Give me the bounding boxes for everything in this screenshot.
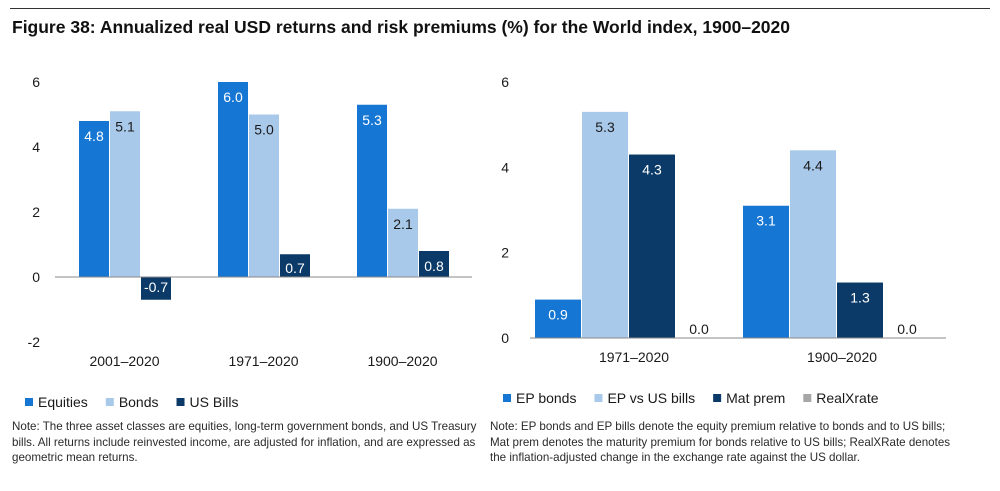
y-tick-label: 6 — [32, 74, 40, 90]
legend-label: RealXrate — [816, 390, 878, 406]
y-tick-label: 6 — [501, 74, 509, 90]
y-tick-label: 4 — [32, 139, 40, 155]
data-label: 6.0 — [223, 89, 243, 105]
legend-swatch — [594, 394, 603, 402]
data-label: 0.8 — [424, 258, 444, 274]
left-bar-chart: -2 0 2 4 6 4.8 5.1 -0.7 2001–2020 6.0 5.0 0.7 1971–2… — [25, 74, 472, 410]
legend-label: EP bonds — [516, 390, 576, 406]
y-tick-label: 2 — [32, 204, 40, 220]
legend-label: Mat prem — [726, 390, 785, 406]
y-tick-label: 2 — [501, 245, 509, 261]
category-label: 1900–2020 — [807, 349, 877, 365]
data-label: -0.7 — [144, 279, 168, 295]
right-bar-chart: 0 2 4 6 0.9 5.3 4.3 0.0 1971–2020 3.1 4.4 1.3 0.0 190… — [501, 74, 946, 406]
bar-bonds — [110, 111, 140, 277]
category-label: 1971–2020 — [228, 353, 298, 369]
legend-swatch — [713, 394, 722, 402]
note-right: Note: EP bonds and EP bills denote the e… — [490, 420, 951, 464]
y-tick-label: 0 — [32, 269, 40, 285]
data-label: 3.1 — [756, 213, 776, 229]
data-label: 0.9 — [548, 307, 568, 323]
bar-equities — [79, 121, 109, 277]
data-label: 0.0 — [897, 321, 917, 337]
legend-label: US Bills — [190, 394, 239, 410]
category-label: 1900–2020 — [367, 353, 437, 369]
legend-swatch — [803, 394, 812, 402]
legend-swatch — [25, 398, 33, 406]
data-label: 1.3 — [850, 290, 870, 306]
legend-swatch — [176, 398, 185, 406]
legend-swatch — [105, 398, 114, 406]
data-label: 5.0 — [254, 122, 274, 138]
y-tick-label: 0 — [501, 330, 509, 346]
data-label: 4.8 — [84, 128, 104, 144]
data-label: 4.4 — [803, 157, 823, 173]
y-tick-label: -2 — [28, 334, 41, 350]
bar-us-bills — [280, 254, 310, 277]
bar-bonds — [249, 114, 279, 277]
bar-equities — [218, 82, 248, 277]
y-tick-label: 4 — [501, 159, 509, 175]
bar-equities — [357, 104, 387, 277]
bar-ep-bonds — [535, 299, 581, 338]
data-label: 5.3 — [362, 112, 382, 128]
figure-title: Figure 38: Annualized real USD returns a… — [12, 17, 790, 37]
bar-us-bills — [141, 277, 171, 300]
data-label: 2.1 — [393, 216, 413, 232]
data-label: 5.1 — [115, 118, 135, 134]
legend-label: Equities — [38, 394, 88, 410]
bar-us-bills — [419, 251, 449, 277]
data-label: 5.3 — [595, 119, 615, 135]
bar-mat-prem — [629, 154, 675, 338]
category-label: 1971–2020 — [599, 349, 669, 365]
note-left: Note: The three asset classes are equiti… — [12, 420, 477, 464]
bar-ep-bonds — [743, 205, 789, 338]
bar-ep-vs-us-bills — [790, 150, 836, 338]
legend-label: Bonds — [119, 394, 159, 410]
bar-bonds — [388, 208, 418, 277]
legend-swatch — [503, 394, 511, 402]
legend-label: EP vs US bills — [607, 390, 695, 406]
bar-ep-vs-us-bills — [582, 111, 628, 338]
top-rule — [10, 8, 990, 9]
data-label: 4.3 — [642, 162, 662, 178]
category-label: 2001–2020 — [89, 353, 159, 369]
data-label: 0.7 — [285, 260, 305, 276]
data-label: 0.0 — [689, 321, 709, 337]
bar-mat-prem — [837, 282, 883, 338]
